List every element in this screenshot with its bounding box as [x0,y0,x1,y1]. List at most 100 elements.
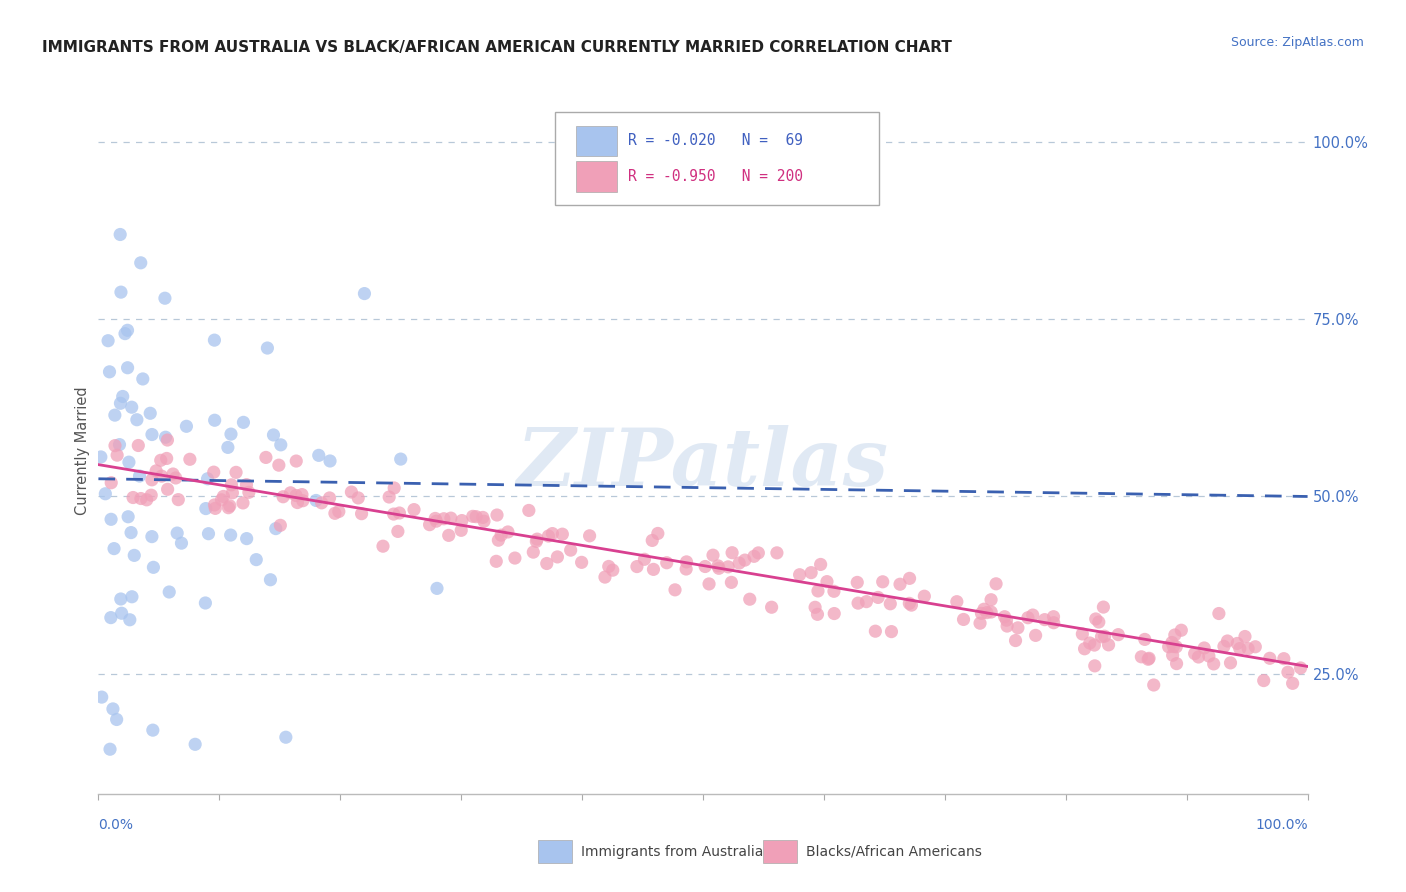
Point [707,558,730,573]
Point [697,577,720,591]
Point [1170,624,1192,638]
Point [471,510,494,524]
Point [1084,658,1107,673]
Point [170,536,193,550]
Point [100,475,122,490]
Point [389,452,412,467]
Point [872,574,894,589]
Point [486,533,509,548]
Point [156,451,179,466]
Point [274,730,297,744]
Point [425,514,447,528]
Point [419,517,441,532]
Point [122,491,145,505]
Point [702,548,724,562]
Point [110,592,132,607]
Point [204,498,226,512]
Point [108,437,131,451]
Point [194,596,217,610]
Point [1084,612,1107,626]
Point [110,606,132,620]
Point [388,506,411,520]
Point [118,455,141,469]
Point [221,486,243,500]
Text: Source: ZipAtlas.com: Source: ZipAtlas.com [1230,36,1364,49]
Point [664,582,686,597]
Point [626,559,648,574]
Point [1198,648,1220,663]
Point [846,575,869,590]
Point [551,527,574,541]
Point [720,575,742,590]
Point [747,546,769,560]
Point [149,453,172,467]
Point [707,561,730,575]
Point [1083,638,1105,652]
Point [995,613,1018,627]
Point [378,490,401,504]
Point [156,433,179,447]
Text: ZIPatlas: ZIPatlas [517,425,889,503]
Point [167,492,190,507]
Point [810,558,832,572]
Point [900,598,922,612]
Point [1042,609,1064,624]
Point [219,427,242,442]
Point [179,452,201,467]
Point [734,553,756,567]
Point [104,408,127,422]
Point [1237,641,1260,656]
Point [823,584,845,599]
Point [598,559,620,574]
Point [1025,628,1047,642]
Point [1166,657,1188,671]
Point [1088,615,1111,629]
Point [879,597,901,611]
Point [155,430,177,444]
Point [100,512,122,526]
Point [1033,613,1056,627]
Point [451,514,474,528]
Point [578,529,600,543]
Point [387,524,409,539]
Point [108,227,131,242]
Point [738,592,761,607]
Point [153,291,176,305]
Point [194,501,217,516]
Point [350,507,373,521]
Point [90,450,112,464]
Point [994,609,1017,624]
Point [1166,640,1188,654]
Text: 100.0%: 100.0% [1256,818,1308,832]
Point [218,499,240,513]
Point [287,495,309,509]
Point [1202,657,1225,671]
Point [142,560,165,574]
Point [1130,649,1153,664]
Point [98,742,121,756]
Point [571,555,593,569]
Point [1163,640,1185,654]
Point [602,563,624,577]
Point [117,360,139,375]
Point [141,427,163,442]
Point [166,526,188,541]
Point [245,552,267,566]
Point [823,607,845,621]
Point [204,333,226,347]
Point [804,600,827,615]
Point [433,512,456,526]
Point [211,492,233,507]
Point [150,469,173,483]
Point [815,574,838,589]
Point [789,567,811,582]
Point [425,511,447,525]
Point [496,524,519,539]
Point [141,488,163,502]
Point [980,592,1002,607]
Point [437,528,460,542]
Point [259,573,281,587]
Point [761,600,783,615]
Point [1133,632,1156,647]
Point [717,559,740,574]
